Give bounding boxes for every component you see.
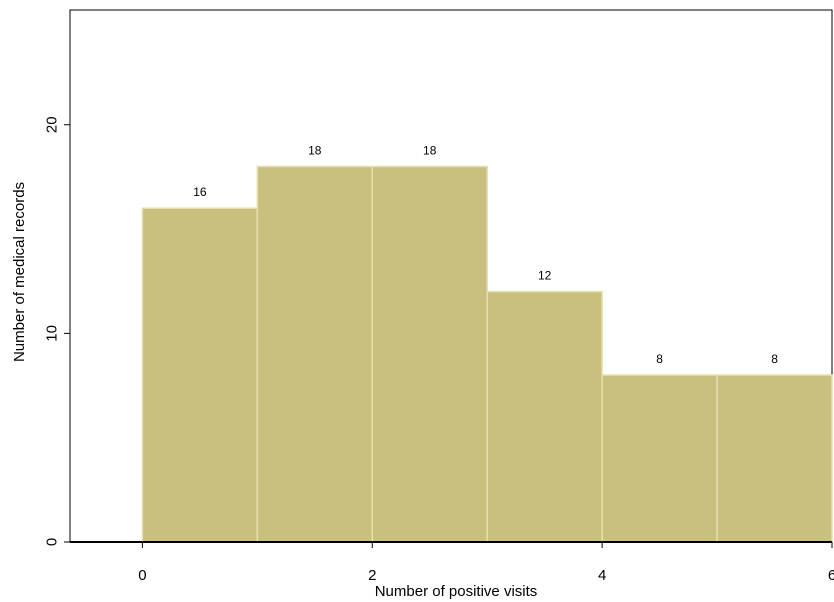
- x-ticks-group: 0 2 4 6: [138, 542, 834, 584]
- x-tick-label: 0: [138, 567, 146, 584]
- x-axis-title: Number of positive visits: [375, 583, 538, 600]
- y-axis-title: Number of medical records: [11, 182, 28, 362]
- x-tick-label: 2: [368, 567, 376, 584]
- bar-data-label: 12: [538, 269, 552, 283]
- y-tick-label: 20: [44, 116, 61, 133]
- histogram-bar: [256, 165, 374, 543]
- y-tick-label: 0: [44, 538, 61, 546]
- bar-data-label: 8: [656, 352, 663, 366]
- histogram-bar: [716, 374, 833, 543]
- bar-data-label: 8: [771, 352, 778, 366]
- y-ticks-group: 0 10 20: [44, 116, 70, 546]
- bar-data-label: 18: [423, 143, 437, 157]
- data-labels-group: 16 18 18 12 8 8: [193, 143, 778, 366]
- histogram-bar: [601, 374, 718, 543]
- x-tick-label: 4: [598, 567, 606, 584]
- bar-data-label: 18: [308, 143, 322, 157]
- histogram-bar: [486, 290, 603, 543]
- histogram-bar: [141, 207, 259, 543]
- bar-data-label: 16: [193, 185, 207, 199]
- y-tick-label: 10: [44, 325, 61, 342]
- bars-group: [141, 165, 833, 543]
- x-tick-label: 6: [828, 567, 834, 584]
- histogram-bar: [371, 165, 488, 543]
